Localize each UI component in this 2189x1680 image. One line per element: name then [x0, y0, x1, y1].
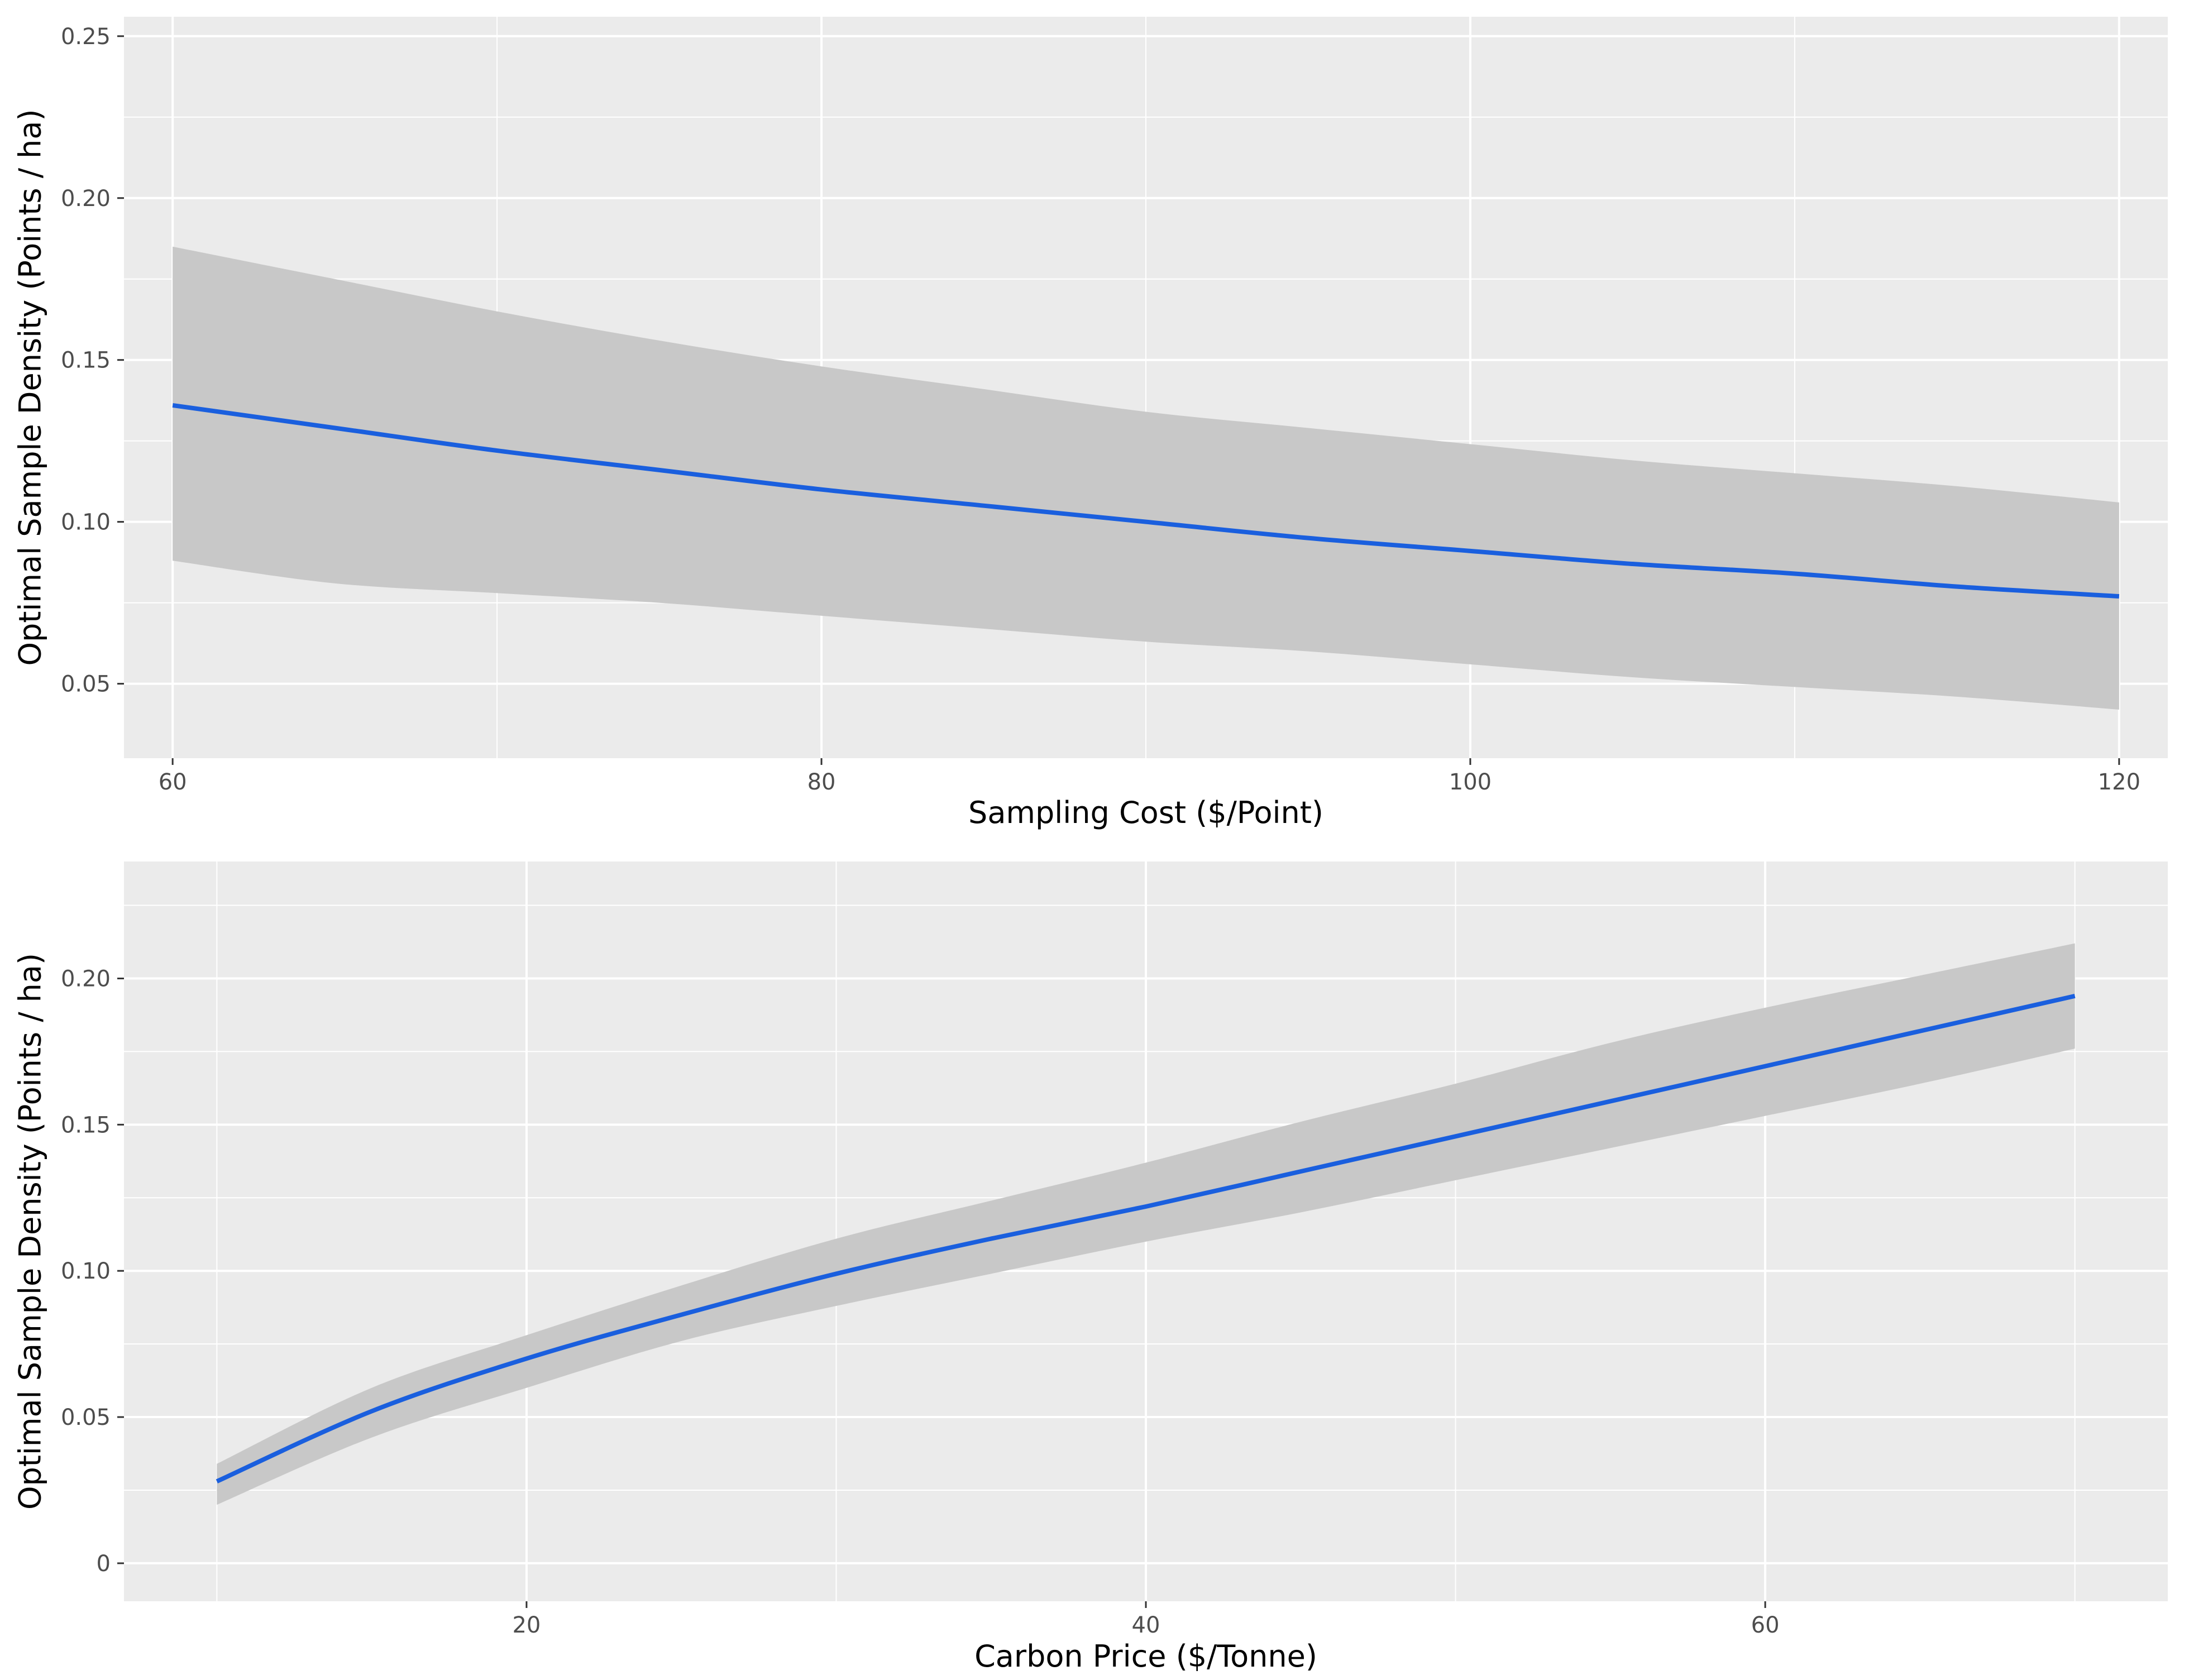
- fit-line: [172, 403, 2120, 599]
- y-tick-label: 0.20: [61, 186, 111, 212]
- confidence-band: [217, 943, 2075, 1505]
- y-tick-label: 0.25: [61, 24, 111, 50]
- fit-line: [216, 994, 2076, 1483]
- y-tick-label: 0.05: [61, 1405, 111, 1430]
- x-tick-label: 60: [159, 769, 187, 795]
- y-tick-label: 0.10: [61, 1258, 111, 1284]
- confidence-band: [173, 246, 2119, 710]
- y-axis-title: Optimal Sample Density (Points / ha): [13, 953, 48, 1510]
- x-tick-label: 40: [1132, 1612, 1160, 1638]
- y-tick-label: 0.05: [61, 672, 111, 697]
- x-axis-title: Sampling Cost ($/Point): [968, 795, 1323, 830]
- y-tick-label: 0.15: [61, 1112, 111, 1138]
- y-tick-label: 0.20: [61, 966, 111, 992]
- y-tick-label: 0.15: [61, 348, 111, 374]
- x-tick-label: 20: [512, 1612, 541, 1638]
- chart-sampling-cost: 0.05 0.10 0.15 0.20 0.25 60 80 100 120 Sampling C…: [13, 17, 2168, 830]
- y-tick-label: 0: [97, 1551, 111, 1577]
- x-tick-label: 80: [807, 769, 836, 795]
- y-tick-label: 0.10: [61, 510, 111, 535]
- x-tick-label: 60: [1751, 1612, 1780, 1638]
- x-axis-title: Carbon Price ($/Tonne): [974, 1639, 1317, 1674]
- x-tick-label: 120: [2098, 769, 2140, 795]
- y-axis-title: Optimal Sample Density (Points / ha): [13, 109, 48, 666]
- chart-carbon-price: 0 0.05 0.10 0.15 0.20 20 40 60 Carbon Price ($/T…: [13, 861, 2168, 1674]
- x-tick-label: 100: [1449, 769, 1492, 795]
